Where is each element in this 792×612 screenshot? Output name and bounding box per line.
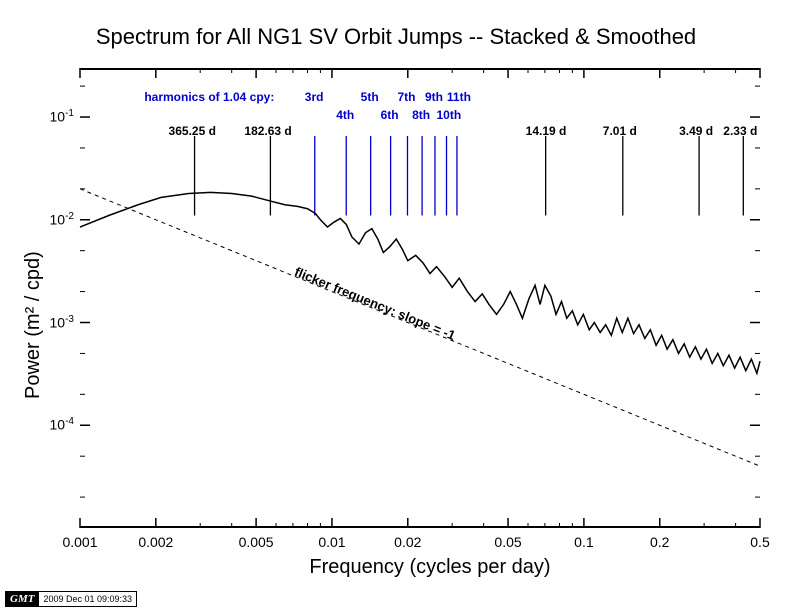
harmonic-label: 5th <box>361 90 379 104</box>
period-label: 182.63 d <box>244 124 291 138</box>
period-label: 2.33 d <box>723 124 757 138</box>
harmonic-label: 4th <box>336 108 354 122</box>
y-tick-label: 10-4 <box>32 416 74 433</box>
gmt-badge: GMT <box>5 591 39 607</box>
harmonic-label: 3rd <box>305 90 324 104</box>
x-tick-label: 0.05 <box>483 534 533 550</box>
harmonic-label: 8th <box>412 108 430 122</box>
y-tick-label: 10-2 <box>32 211 74 228</box>
x-tick-label: 0.002 <box>131 534 181 550</box>
x-tick-label: 0.2 <box>635 534 685 550</box>
x-axis-label: Frequency (cycles per day) <box>300 556 560 579</box>
timestamp-box: GMT 2009 Dec 01 09:09:33 <box>5 591 137 607</box>
timestamp: 2009 Dec 01 09:09:33 <box>39 591 137 607</box>
period-label: 7.01 d <box>603 124 637 138</box>
x-tick-label: 0.5 <box>735 534 785 550</box>
harmonic-label: 7th <box>397 90 415 104</box>
x-tick-label: 0.01 <box>307 534 357 550</box>
x-tick-label: 0.001 <box>55 534 105 550</box>
harmonic-label: 10th <box>437 108 462 122</box>
period-label: 365.25 d <box>169 124 216 138</box>
period-label: 14.19 d <box>526 124 567 138</box>
figure: Spectrum for All NG1 SV Orbit Jumps -- S… <box>0 0 792 612</box>
x-tick-label: 0.005 <box>231 534 281 550</box>
period-label: 3.49 d <box>679 124 713 138</box>
x-tick-label: 0.02 <box>383 534 433 550</box>
y-tick-label: 10-1 <box>32 108 74 125</box>
harmonics-header: harmonics of 1.04 cpy: <box>144 90 274 104</box>
x-tick-label: 0.1 <box>559 534 609 550</box>
harmonic-label: 9th <box>425 90 443 104</box>
harmonic-label: 6th <box>381 108 399 122</box>
harmonic-label: 11th <box>447 90 471 104</box>
y-tick-label: 10-3 <box>32 314 74 331</box>
